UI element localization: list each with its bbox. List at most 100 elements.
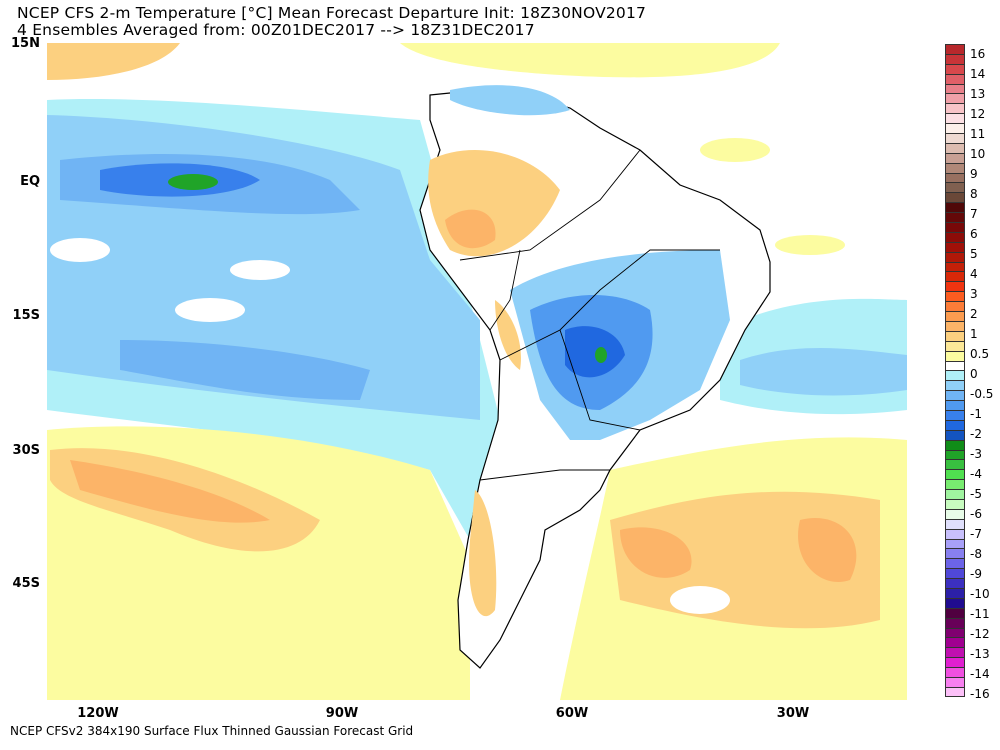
colorbar-cell (945, 172, 965, 183)
colorbar-cell (945, 192, 965, 203)
colorbar-cell (945, 548, 965, 559)
colorbar-cell (945, 251, 965, 262)
lat-label: EQ (20, 174, 40, 189)
colorbar-label: 9 (970, 167, 978, 181)
south-atlantic-warm-core (620, 518, 857, 582)
colorbar-cell (945, 350, 965, 361)
colorbar-cell (945, 449, 965, 460)
colorbar-label: 6 (970, 227, 978, 241)
colorbar-cell (945, 93, 965, 104)
south-pacific-warm-core (70, 460, 270, 523)
colorbar-label: 2 (970, 307, 978, 321)
colorbar-cell (945, 261, 965, 272)
colorbar-cell (945, 113, 965, 124)
colorbar-cell (945, 459, 965, 470)
colorbar-cell (945, 489, 965, 499)
pacific-cold-spot (168, 174, 218, 190)
colorbar-cell (945, 370, 965, 381)
colorbar-cell (945, 538, 965, 549)
colorbar-label: 1 (970, 327, 978, 341)
colorbar-label: -11 (970, 607, 990, 621)
colorbar-cell (945, 627, 965, 638)
colorbar-cell (945, 271, 965, 282)
colorbar-cell (945, 647, 965, 658)
colorbar-label: -16 (970, 687, 990, 701)
colorbar-cell (945, 657, 965, 668)
colorbar-label: 5 (970, 247, 978, 261)
colorbar-cell (945, 301, 965, 312)
colorbar-cell (945, 44, 965, 54)
colorbar-label: 7 (970, 207, 978, 221)
colorbar-cell (945, 222, 965, 232)
colorbar-label: -7 (970, 527, 982, 541)
colorbar-cell (945, 73, 965, 84)
colorbar-cell (945, 390, 965, 401)
colorbar-cell (945, 83, 965, 94)
colorbar-cell (945, 103, 965, 114)
colorbar-label: 8 (970, 187, 978, 201)
colorbar-cell (945, 311, 965, 321)
colorbar-cell (945, 202, 965, 213)
colorbar-cell (945, 528, 965, 539)
colorbar-cell (945, 182, 965, 193)
neutral-patch (50, 238, 110, 262)
atlantic-cool-anomaly-strong (740, 348, 907, 396)
colorbar-cell (945, 686, 965, 697)
colorbar-cell (945, 330, 965, 341)
colorbar-label: -2 (970, 427, 982, 441)
colorbar-label: 0.5 (970, 347, 990, 361)
colorbar-cell (945, 439, 965, 450)
colorbar-label: -0.5 (970, 387, 994, 401)
amazon-warm-core (445, 209, 496, 249)
colorbar-cell (945, 231, 965, 242)
colorbar-cell (945, 617, 965, 628)
colorbar-cell (945, 281, 965, 292)
colorbar-label: -14 (970, 667, 990, 681)
colorbar-label: -1 (970, 407, 982, 421)
colorbar-label: 11 (970, 127, 986, 141)
atlantic-warm-patch (700, 138, 770, 162)
colorbar-cell (945, 498, 965, 509)
temperature-anomaly-map (47, 43, 907, 700)
colorbar-label: -10 (970, 587, 990, 601)
colorbar-cell (945, 142, 965, 153)
colorbar-cell (945, 380, 965, 391)
colorbar-cell (945, 291, 965, 302)
colorbar-cell (945, 320, 965, 331)
colorbar-cell (945, 133, 965, 143)
lon-label: 30W (776, 706, 810, 721)
colorbar-cell (945, 123, 965, 134)
colorbar-label: -9 (970, 567, 982, 581)
colorbar-cell (945, 677, 965, 687)
colorbar-cell (945, 152, 965, 163)
andes-warm-anomaly (469, 300, 521, 617)
colorbar-label: -13 (970, 647, 990, 661)
north-brazil-cool-anomaly (450, 85, 570, 116)
neutral-patch (670, 586, 730, 614)
lat-label: 15S (12, 308, 40, 323)
colorbar-cell (945, 469, 965, 480)
country-borders (459, 149, 720, 481)
colorbar-cell (945, 212, 965, 223)
colorbar-label: 3 (970, 287, 978, 301)
lat-label: 45S (12, 576, 40, 591)
lat-label: 30S (12, 443, 40, 458)
lon-label: 60W (555, 706, 589, 721)
lon-label: 90W (325, 706, 359, 721)
colorbar-cell (945, 400, 965, 410)
north-warm-anomaly-light (400, 43, 780, 78)
colorbar-label: 0 (970, 367, 978, 381)
colorbar-cell (945, 667, 965, 677)
central-brazil-cool-core (565, 326, 625, 378)
central-brazil-cold-spot (595, 347, 607, 363)
colorbar-label: 10 (970, 147, 986, 161)
colorbar-cell (945, 429, 965, 440)
colorbar-cell (945, 409, 965, 420)
colorbar-cell (945, 508, 965, 519)
colorbar-label: 16 (970, 47, 986, 61)
neutral-patch (175, 298, 245, 322)
chart-title: NCEP CFS 2-m Temperature [°C] Mean Forec… (17, 4, 647, 22)
colorbar-label: 14 (970, 67, 986, 81)
colorbar-cell (945, 360, 965, 371)
colorbar-cell (945, 578, 965, 588)
